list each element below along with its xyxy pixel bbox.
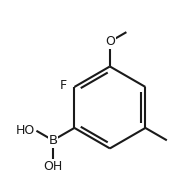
Text: F: F [60,79,67,93]
Text: O: O [105,35,115,48]
Text: B: B [48,134,58,147]
Text: HO: HO [16,124,35,137]
Text: OH: OH [43,160,63,173]
